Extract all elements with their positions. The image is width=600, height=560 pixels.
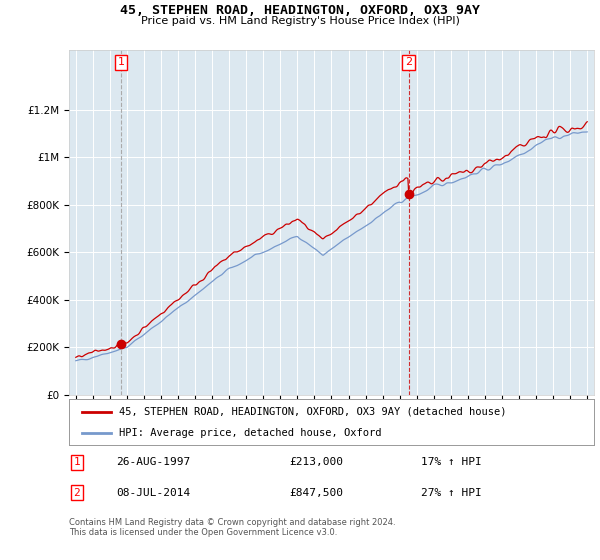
Text: Contains HM Land Registry data © Crown copyright and database right 2024.
This d: Contains HM Land Registry data © Crown c… xyxy=(69,518,395,538)
Text: 27% ↑ HPI: 27% ↑ HPI xyxy=(421,488,482,498)
Text: £847,500: £847,500 xyxy=(290,488,343,498)
Text: 45, STEPHEN ROAD, HEADINGTON, OXFORD, OX3 9AY: 45, STEPHEN ROAD, HEADINGTON, OXFORD, OX… xyxy=(120,4,480,17)
Text: Price paid vs. HM Land Registry's House Price Index (HPI): Price paid vs. HM Land Registry's House … xyxy=(140,16,460,26)
Text: 2: 2 xyxy=(405,58,412,67)
Text: 2: 2 xyxy=(74,488,80,498)
Text: 1: 1 xyxy=(118,58,124,67)
Text: 26-AUG-1997: 26-AUG-1997 xyxy=(116,458,191,468)
Text: £213,000: £213,000 xyxy=(290,458,343,468)
Text: HPI: Average price, detached house, Oxford: HPI: Average price, detached house, Oxfo… xyxy=(119,428,382,438)
Text: 17% ↑ HPI: 17% ↑ HPI xyxy=(421,458,482,468)
Text: 08-JUL-2014: 08-JUL-2014 xyxy=(116,488,191,498)
Text: 45, STEPHEN ROAD, HEADINGTON, OXFORD, OX3 9AY (detached house): 45, STEPHEN ROAD, HEADINGTON, OXFORD, OX… xyxy=(119,407,506,417)
Text: 1: 1 xyxy=(74,458,80,468)
